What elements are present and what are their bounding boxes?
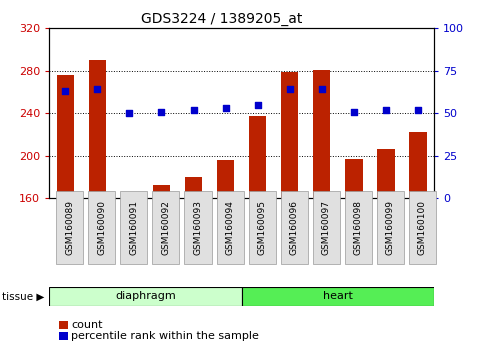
Bar <box>242 287 434 306</box>
Text: GSM160099: GSM160099 <box>386 200 395 255</box>
Text: count: count <box>71 320 103 330</box>
Bar <box>313 70 330 198</box>
Text: GSM160098: GSM160098 <box>353 200 363 255</box>
Bar <box>345 159 362 198</box>
Point <box>350 109 357 114</box>
Text: percentile rank within the sample: percentile rank within the sample <box>71 331 259 341</box>
Point <box>286 87 294 92</box>
Text: GSM160091: GSM160091 <box>129 200 139 255</box>
Text: GDS3224 / 1389205_at: GDS3224 / 1389205_at <box>141 12 303 27</box>
Bar <box>185 177 202 198</box>
Text: heart: heart <box>323 291 352 302</box>
Point <box>253 102 261 108</box>
Text: GSM160097: GSM160097 <box>322 200 331 255</box>
Bar <box>249 116 266 198</box>
Point <box>317 87 325 92</box>
Point <box>61 88 69 94</box>
Text: GSM160094: GSM160094 <box>226 200 235 255</box>
Point <box>157 109 165 114</box>
Text: GSM160095: GSM160095 <box>257 200 267 255</box>
Bar <box>121 193 138 198</box>
Bar <box>409 132 426 198</box>
Text: GSM160090: GSM160090 <box>98 200 106 255</box>
Bar <box>281 72 298 198</box>
Point <box>125 110 133 116</box>
Text: GSM160100: GSM160100 <box>418 200 427 255</box>
Text: GSM160093: GSM160093 <box>193 200 203 255</box>
Point <box>94 87 102 92</box>
Bar <box>377 149 394 198</box>
Bar <box>89 60 106 198</box>
Text: GSM160092: GSM160092 <box>162 200 171 255</box>
Point <box>414 107 422 113</box>
Text: tissue ▶: tissue ▶ <box>2 291 45 302</box>
Bar <box>57 75 74 198</box>
Text: diaphragm: diaphragm <box>115 291 176 302</box>
Point <box>189 107 197 113</box>
Text: GSM160089: GSM160089 <box>65 200 74 255</box>
Point <box>221 105 229 111</box>
Bar <box>49 287 242 306</box>
Text: GSM160096: GSM160096 <box>290 200 299 255</box>
Bar <box>217 160 234 198</box>
Bar <box>153 185 170 198</box>
Point <box>382 107 389 113</box>
